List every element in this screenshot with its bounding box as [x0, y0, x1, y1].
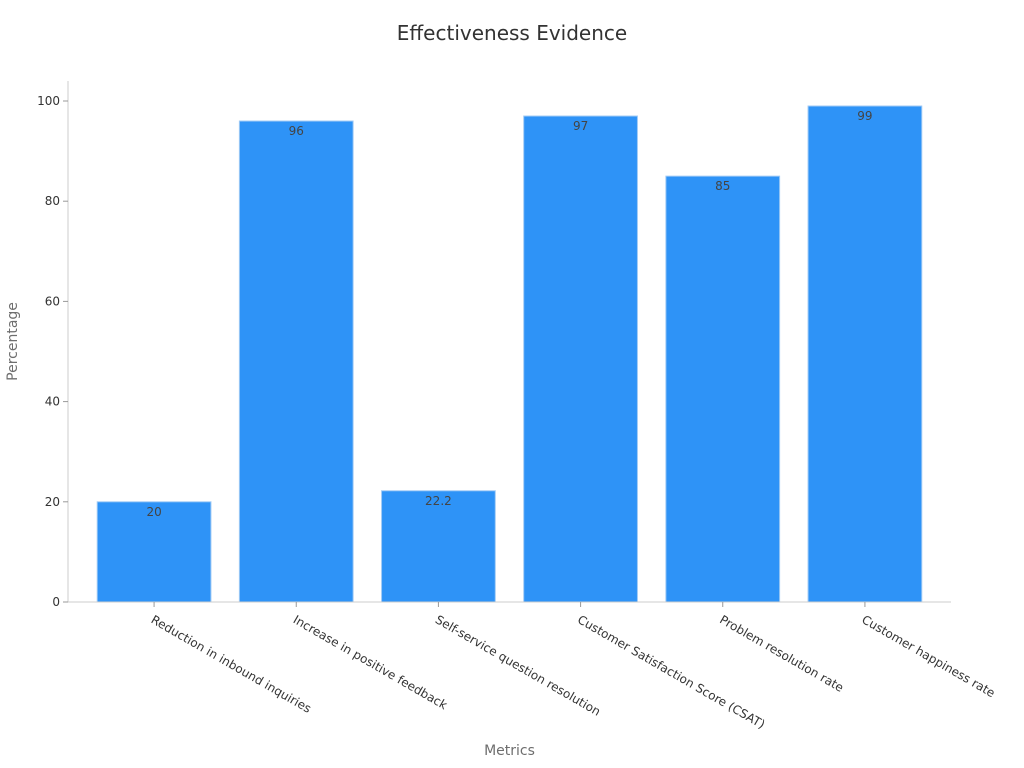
x-tick-label: Problem resolution rate	[717, 612, 846, 694]
bar	[96, 501, 212, 603]
bars-layer	[96, 105, 923, 603]
y-tick-label: 60	[45, 294, 60, 308]
y-tick-label: 40	[45, 395, 60, 409]
y-tick-label: 0	[52, 595, 60, 609]
y-axis-ticks: 0 20 40 60 80 100	[37, 94, 68, 609]
y-axis-title: Percentage	[5, 302, 21, 381]
data-label: 20	[146, 505, 161, 519]
bar	[665, 175, 781, 603]
bar	[238, 120, 354, 603]
x-tick-label: Reduction in inbound inquiries	[149, 612, 314, 715]
data-labels-layer: 20 96 22.2 97 85 99	[146, 109, 872, 519]
bar	[523, 115, 638, 603]
y-tick-label: 80	[45, 194, 60, 208]
x-tick-label: Self-service question resolution	[433, 612, 603, 718]
x-axis-title: Metrics	[484, 743, 535, 759]
bar	[381, 490, 496, 603]
y-tick-label: 100	[37, 94, 60, 108]
y-tick-label: 20	[45, 495, 60, 509]
data-label: 99	[857, 109, 872, 123]
data-label: 97	[573, 119, 588, 133]
chart-title: Effectiveness Evidence	[397, 21, 627, 45]
data-label: 22.2	[425, 494, 452, 508]
data-label: 96	[289, 124, 304, 138]
bar	[807, 105, 923, 603]
x-tick-label: Increase in positive feedback	[291, 612, 450, 712]
x-tick-label: Customer happiness rate	[859, 612, 997, 700]
data-label: 85	[715, 179, 730, 193]
